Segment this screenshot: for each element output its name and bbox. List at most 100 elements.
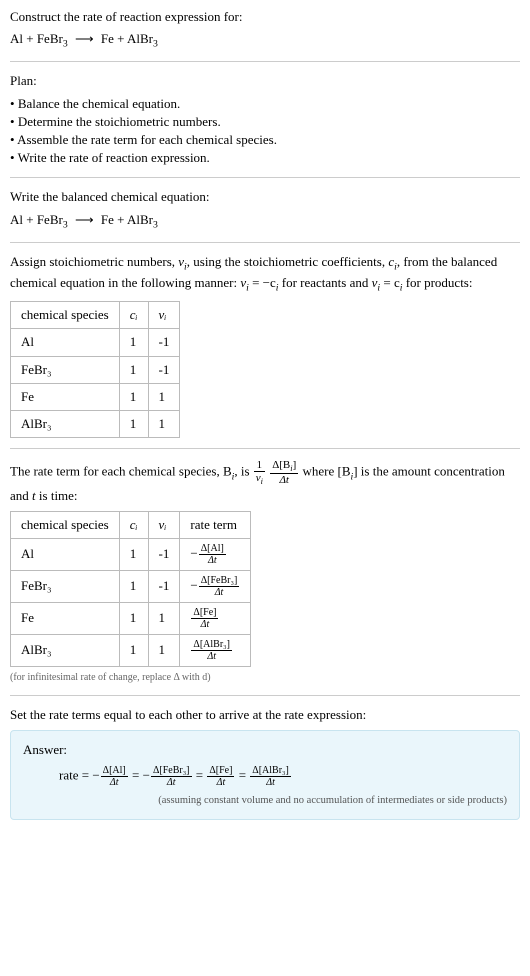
- td: Fe: [11, 602, 120, 634]
- eq-rhs: Fe + AlBr: [101, 31, 153, 46]
- prompt-equation: Al + FeBr3 ⟶ Fe + AlBr3: [10, 30, 520, 51]
- td-rate: Δ[AlBr₃]Δt: [180, 634, 251, 666]
- td: 1: [119, 383, 148, 410]
- eq-sub1: 3: [63, 219, 68, 230]
- td-rate: −Δ[FeBr₃]Δt: [180, 570, 251, 602]
- den: νi: [254, 472, 265, 486]
- table-row: Fe11: [11, 383, 180, 410]
- step4-block: Set the rate terms equal to each other t…: [10, 706, 520, 820]
- num: Δ[AlBr₃]: [250, 765, 291, 777]
- eq-arrow: ⟶: [75, 30, 94, 48]
- n: Δ[B: [272, 459, 290, 471]
- num: 1: [254, 459, 265, 472]
- td: -1: [148, 356, 180, 383]
- td: Al: [11, 538, 120, 570]
- table-header-row: chemical species cᵢ νᵢ rate term: [11, 511, 251, 538]
- prompt-block: Construct the rate of reaction expressio…: [10, 8, 520, 51]
- eq-sub2: 3: [153, 219, 158, 230]
- td: Al: [11, 329, 120, 356]
- th: cᵢ: [119, 302, 148, 329]
- frac: Δ[FeBr₃]Δt: [151, 765, 192, 788]
- table-row: Fe 1 1 Δ[Fe]Δt: [11, 602, 251, 634]
- td: Fe: [11, 383, 120, 410]
- step2-text: Assign stoichiometric numbers, νi, using…: [10, 253, 520, 295]
- rate-label: rate =: [59, 768, 92, 783]
- num: Δ[FeBr₃]: [199, 575, 240, 587]
- sign: −: [143, 768, 150, 783]
- n: ]: [293, 459, 297, 471]
- sign: −: [190, 545, 197, 560]
- th-label: νᵢ: [159, 517, 167, 532]
- den: Δt: [151, 777, 192, 788]
- frac-dB-dt: Δ[Bi] Δt: [270, 459, 298, 486]
- td: FeBr₃: [11, 570, 120, 602]
- t: = −c: [249, 275, 276, 290]
- den: Δt: [191, 619, 218, 630]
- sign: −: [190, 577, 197, 592]
- prompt-title: Construct the rate of reaction expressio…: [10, 8, 520, 26]
- num: Δ[Al]: [101, 765, 128, 777]
- td-rate: Δ[Fe]Δt: [180, 602, 251, 634]
- th-label: cᵢ: [130, 307, 138, 322]
- den: Δt: [199, 555, 226, 566]
- t: for products:: [402, 275, 472, 290]
- table-row: FeBr₃ 1 -1 −Δ[FeBr₃]Δt: [11, 570, 251, 602]
- td: 1: [148, 602, 180, 634]
- frac: Δ[Al]Δt: [199, 543, 226, 566]
- step2-block: Assign stoichiometric numbers, νi, using…: [10, 253, 520, 438]
- td: -1: [148, 329, 180, 356]
- step1-block: Write the balanced chemical equation: Al…: [10, 188, 520, 231]
- td: 1: [119, 634, 148, 666]
- step3-text: The rate term for each chemical species,…: [10, 459, 520, 505]
- frac-1-over-nu: 1 νi: [254, 459, 265, 486]
- th: chemical species: [11, 511, 120, 538]
- eq-sub2: 3: [153, 39, 158, 50]
- td: AlBr₃: [11, 411, 120, 438]
- frac: Δ[FeBr₃]Δt: [199, 575, 240, 598]
- frac: Δ[AlBr₃]Δt: [250, 765, 291, 788]
- table-header-row: chemical species cᵢ νᵢ: [11, 302, 180, 329]
- t: is time:: [36, 488, 78, 503]
- eq: =: [132, 768, 143, 783]
- td: 1: [119, 570, 148, 602]
- t: , using the stoichiometric coefficients,: [187, 254, 389, 269]
- th: νᵢ: [148, 511, 180, 538]
- step1-title: Write the balanced chemical equation:: [10, 188, 520, 206]
- eq: =: [196, 768, 207, 783]
- t: where [B: [302, 464, 350, 479]
- eq: =: [239, 768, 250, 783]
- td: 1: [119, 538, 148, 570]
- num: Δ[FeBr₃]: [151, 765, 192, 777]
- step1-equation: Al + FeBr3 ⟶ Fe + AlBr3: [10, 211, 520, 232]
- den: Δt: [270, 474, 298, 486]
- divider: [10, 695, 520, 696]
- plan-item: Determine the stoichiometric numbers.: [10, 113, 520, 131]
- stoich-table: chemical species cᵢ νᵢ Al1-1 FeBr₃1-1 Fe…: [10, 301, 180, 438]
- th: νᵢ: [148, 302, 180, 329]
- td: -1: [148, 538, 180, 570]
- th-label: cᵢ: [130, 517, 138, 532]
- plan-block: Plan: Balance the chemical equation. Det…: [10, 72, 520, 167]
- t: Assign stoichiometric numbers,: [10, 254, 178, 269]
- td-rate: −Δ[Al]Δt: [180, 538, 251, 570]
- step4-title: Set the rate terms equal to each other t…: [10, 706, 520, 724]
- td: 1: [148, 634, 180, 666]
- td: 1: [119, 356, 148, 383]
- td: 1: [119, 602, 148, 634]
- num: Δ[AlBr₃]: [191, 639, 232, 651]
- eq-arrow: ⟶: [75, 211, 94, 229]
- sign: −: [92, 768, 99, 783]
- td: FeBr₃: [11, 356, 120, 383]
- plan-item: Assemble the rate term for each chemical…: [10, 131, 520, 149]
- answer-assumption: (assuming constant volume and no accumul…: [23, 794, 507, 809]
- table-row: Al 1 -1 −Δ[Al]Δt: [11, 538, 251, 570]
- th: rate term: [180, 511, 251, 538]
- num: Δ[Fe]: [191, 607, 218, 619]
- t: , is: [234, 464, 252, 479]
- den: Δt: [207, 777, 234, 788]
- td: 1: [119, 329, 148, 356]
- td: 1: [148, 411, 180, 438]
- plan-item: Balance the chemical equation.: [10, 95, 520, 113]
- den: Δt: [101, 777, 128, 788]
- td: -1: [148, 570, 180, 602]
